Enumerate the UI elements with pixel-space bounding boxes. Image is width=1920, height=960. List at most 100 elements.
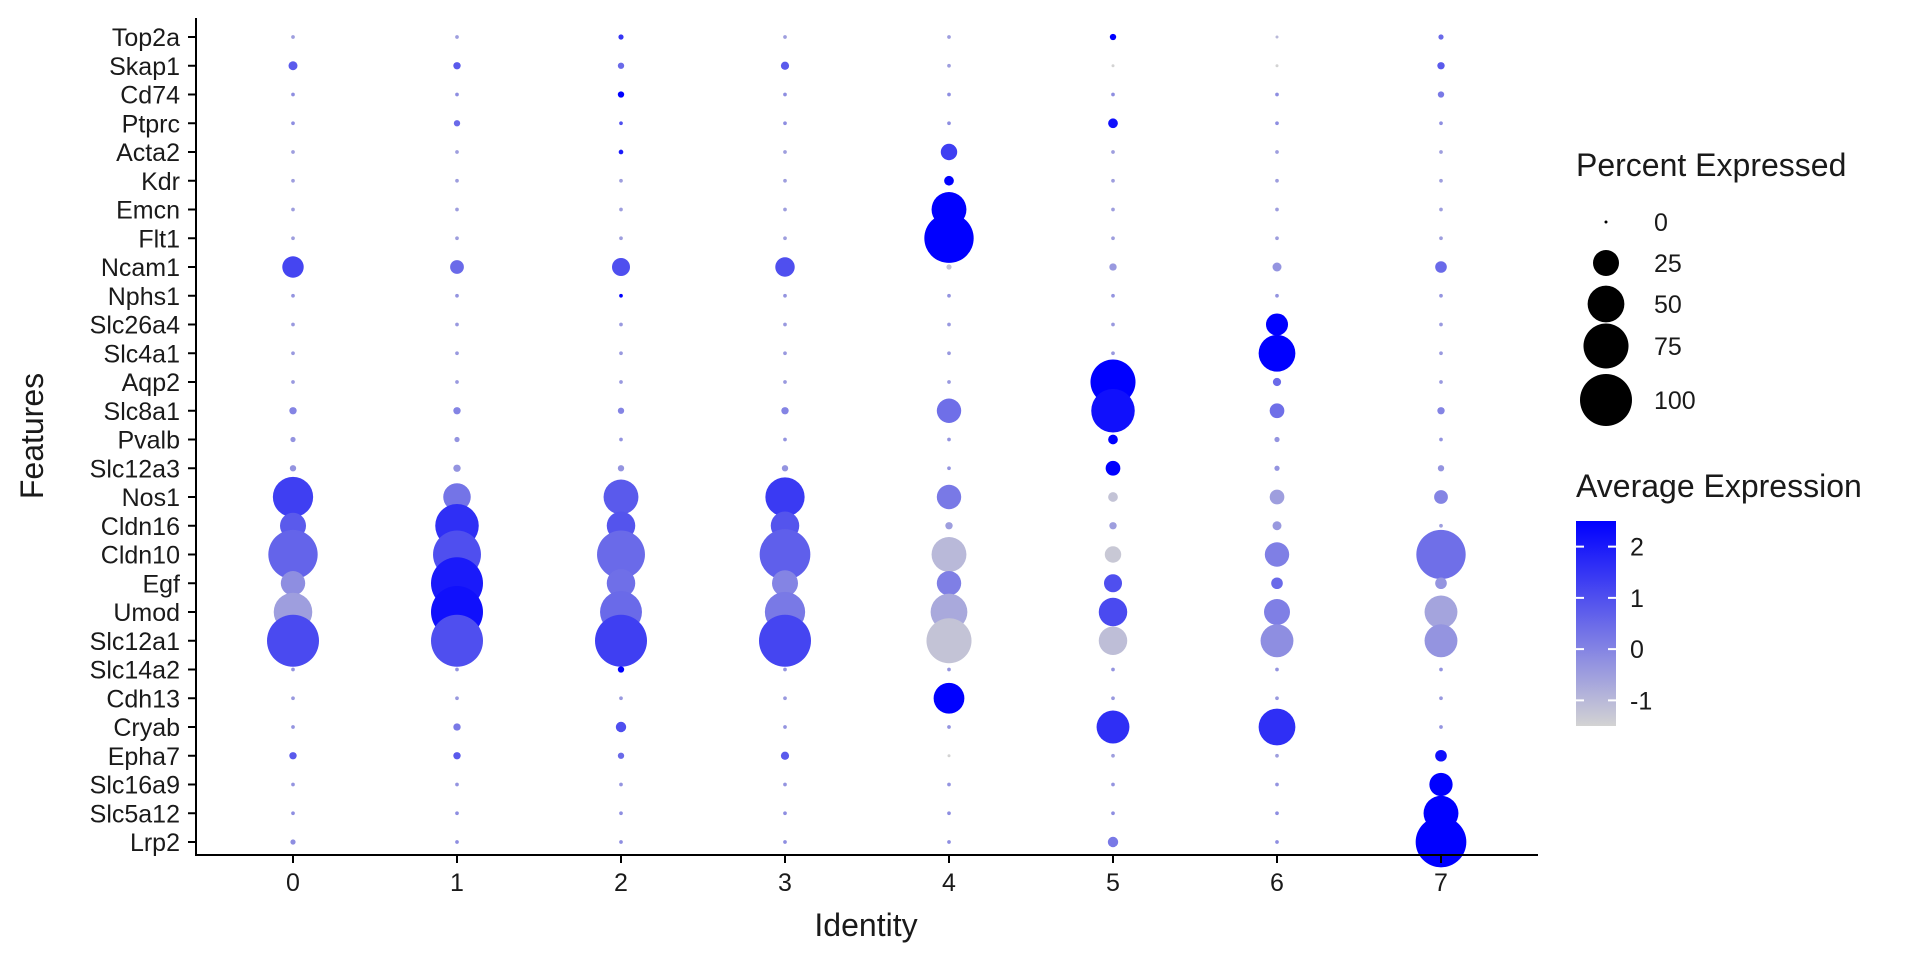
dot-acta2-cluster-0	[291, 150, 295, 154]
dot-slc12a3-cluster-6	[1274, 465, 1280, 471]
dot-nphs1-cluster-3	[783, 293, 787, 298]
dot-skap1-cluster-3	[780, 61, 790, 70]
dot-epha7-cluster-6	[1275, 753, 1279, 758]
dot-acta2-cluster-5	[1111, 150, 1115, 154]
dot-epha7-cluster-4	[947, 754, 951, 758]
dot-cldn16-cluster-7	[1439, 523, 1443, 528]
dot-pvalb-cluster-1	[454, 436, 460, 443]
dot-top2a-cluster-0	[291, 35, 295, 39]
dot-flt1-cluster-7	[1439, 236, 1443, 241]
dot-slc12a1-cluster-6	[1260, 624, 1294, 658]
dot-nphs1-cluster-7	[1439, 293, 1443, 298]
dot-umod-cluster-5	[1098, 597, 1128, 627]
dot-ptprc-cluster-1	[453, 120, 461, 127]
dot-nos1-cluster-3	[765, 477, 805, 517]
dot-aqp2-cluster-7	[1439, 380, 1443, 384]
y-tick-label: Nos1	[122, 484, 180, 512]
dot-aqp2-cluster-6	[1272, 377, 1282, 387]
dot-slc5a12-cluster-3	[783, 811, 787, 816]
dot-ncam1-cluster-3	[775, 257, 795, 277]
dot-cryab-cluster-3	[783, 725, 787, 729]
dot-slc14a2-cluster-2	[617, 666, 625, 673]
y-tick-label: Flt1	[138, 225, 180, 253]
dot-ncam1-cluster-4	[946, 264, 952, 270]
dot-slc16a9-cluster-4	[947, 782, 951, 787]
dot-slc16a9-cluster-2	[619, 782, 623, 787]
dot-slc8a1-cluster-2	[617, 407, 625, 414]
dot-kdr-cluster-4	[944, 175, 954, 186]
dot-top2a-cluster-3	[783, 35, 787, 39]
dot-pvalb-cluster-0	[290, 436, 296, 443]
dot-cryab-cluster-5	[1096, 710, 1130, 744]
dot-ncam1-cluster-2	[611, 257, 631, 277]
dot-egf-cluster-0	[280, 571, 306, 596]
x-tick-label: 7	[1434, 869, 1448, 897]
dot-slc4a1-cluster-1	[455, 351, 459, 356]
y-tick-label: Slc5a12	[90, 800, 180, 828]
dot-acta2-cluster-7	[1439, 150, 1443, 154]
dot-nphs1-cluster-1	[455, 293, 459, 298]
dot-cdh13-cluster-0	[291, 696, 295, 701]
dot-slc4a1-cluster-4	[947, 351, 951, 356]
dot-cdh13-cluster-7	[1439, 696, 1443, 701]
dot-slc26a4-cluster-6	[1265, 313, 1289, 336]
dot-lrp2-cluster-4	[947, 840, 951, 844]
dot-slc8a1-cluster-3	[781, 407, 789, 415]
dot-epha7-cluster-3	[780, 751, 790, 760]
color-legend: Average Expression 2 1 0 -1	[1576, 468, 1862, 726]
dot-ptprc-cluster-6	[1275, 121, 1279, 126]
colorbar-tick-label: 1	[1630, 585, 1644, 613]
dot-cldn10-cluster-7	[1416, 529, 1466, 580]
dot-slc12a1-cluster-7	[1424, 624, 1458, 658]
dot-flt1-cluster-0	[291, 236, 295, 241]
dot-epha7-cluster-2	[617, 752, 625, 759]
dot-kdr-cluster-6	[1275, 178, 1279, 183]
dot-slc26a4-cluster-2	[619, 322, 623, 327]
size-legend: Percent Expressed 0 25 50 75 100	[1576, 147, 1846, 426]
dot-pvalb-cluster-4	[947, 437, 951, 442]
dot-kdr-cluster-3	[783, 178, 787, 183]
dot-emcn-cluster-3	[783, 207, 787, 212]
dot-slc12a1-cluster-4	[926, 618, 972, 664]
dot-pvalb-cluster-3	[783, 437, 787, 442]
dot-acta2-cluster-4	[940, 143, 958, 161]
color-legend-title: Average Expression	[1576, 468, 1862, 504]
dot-slc8a1-cluster-4	[936, 398, 962, 423]
x-axis-title: Identity	[814, 907, 917, 943]
size-legend-dot	[1583, 323, 1629, 369]
x-tick-label: 0	[286, 869, 300, 897]
dot-flt1-cluster-6	[1275, 236, 1279, 241]
dot-cryab-cluster-4	[947, 725, 951, 729]
y-tick-label: Cd74	[120, 82, 180, 110]
dot-slc4a1-cluster-0	[291, 351, 295, 356]
dot-slc12a3-cluster-0	[289, 465, 297, 472]
dot-pvalb-cluster-6	[1274, 436, 1280, 443]
dot-cdh13-cluster-1	[455, 696, 459, 701]
y-axis-ticks: Top2aSkap1Cd74PtprcActa2KdrEmcnFlt1Ncam1…	[90, 24, 196, 857]
dot-aqp2-cluster-0	[291, 380, 295, 384]
dot-emcn-cluster-7	[1439, 207, 1443, 212]
dot-emcn-cluster-0	[291, 207, 295, 212]
dot-pvalb-cluster-2	[619, 437, 623, 442]
dot-slc12a1-cluster-0	[267, 614, 319, 667]
dot-nphs1-cluster-2	[619, 293, 623, 298]
dot-slc14a2-cluster-3	[783, 667, 787, 672]
dot-ptprc-cluster-5	[1108, 118, 1118, 129]
dot-top2a-cluster-5	[1109, 33, 1117, 41]
dot-egf-cluster-3	[772, 570, 798, 597]
x-tick-label: 1	[450, 869, 464, 897]
size-legend-label: 50	[1654, 291, 1682, 319]
dot-cldn10-cluster-4	[931, 537, 967, 572]
dot-cdh13-cluster-2	[619, 696, 623, 701]
dot-lrp2-cluster-0	[290, 839, 296, 845]
dot-nos1-cluster-1	[443, 483, 471, 511]
dot-lrp2-cluster-6	[1275, 840, 1279, 844]
dot-ptprc-cluster-4	[947, 121, 951, 126]
dot-ptprc-cluster-3	[783, 121, 787, 126]
dot-egf-cluster-7	[1435, 577, 1447, 590]
dot-cdh13-cluster-6	[1275, 696, 1279, 701]
dot-cdh13-cluster-4	[933, 682, 965, 714]
dot-emcn-cluster-6	[1275, 207, 1279, 212]
dot-flt1-cluster-5	[1111, 236, 1115, 241]
y-tick-label: Cdh13	[106, 685, 180, 713]
